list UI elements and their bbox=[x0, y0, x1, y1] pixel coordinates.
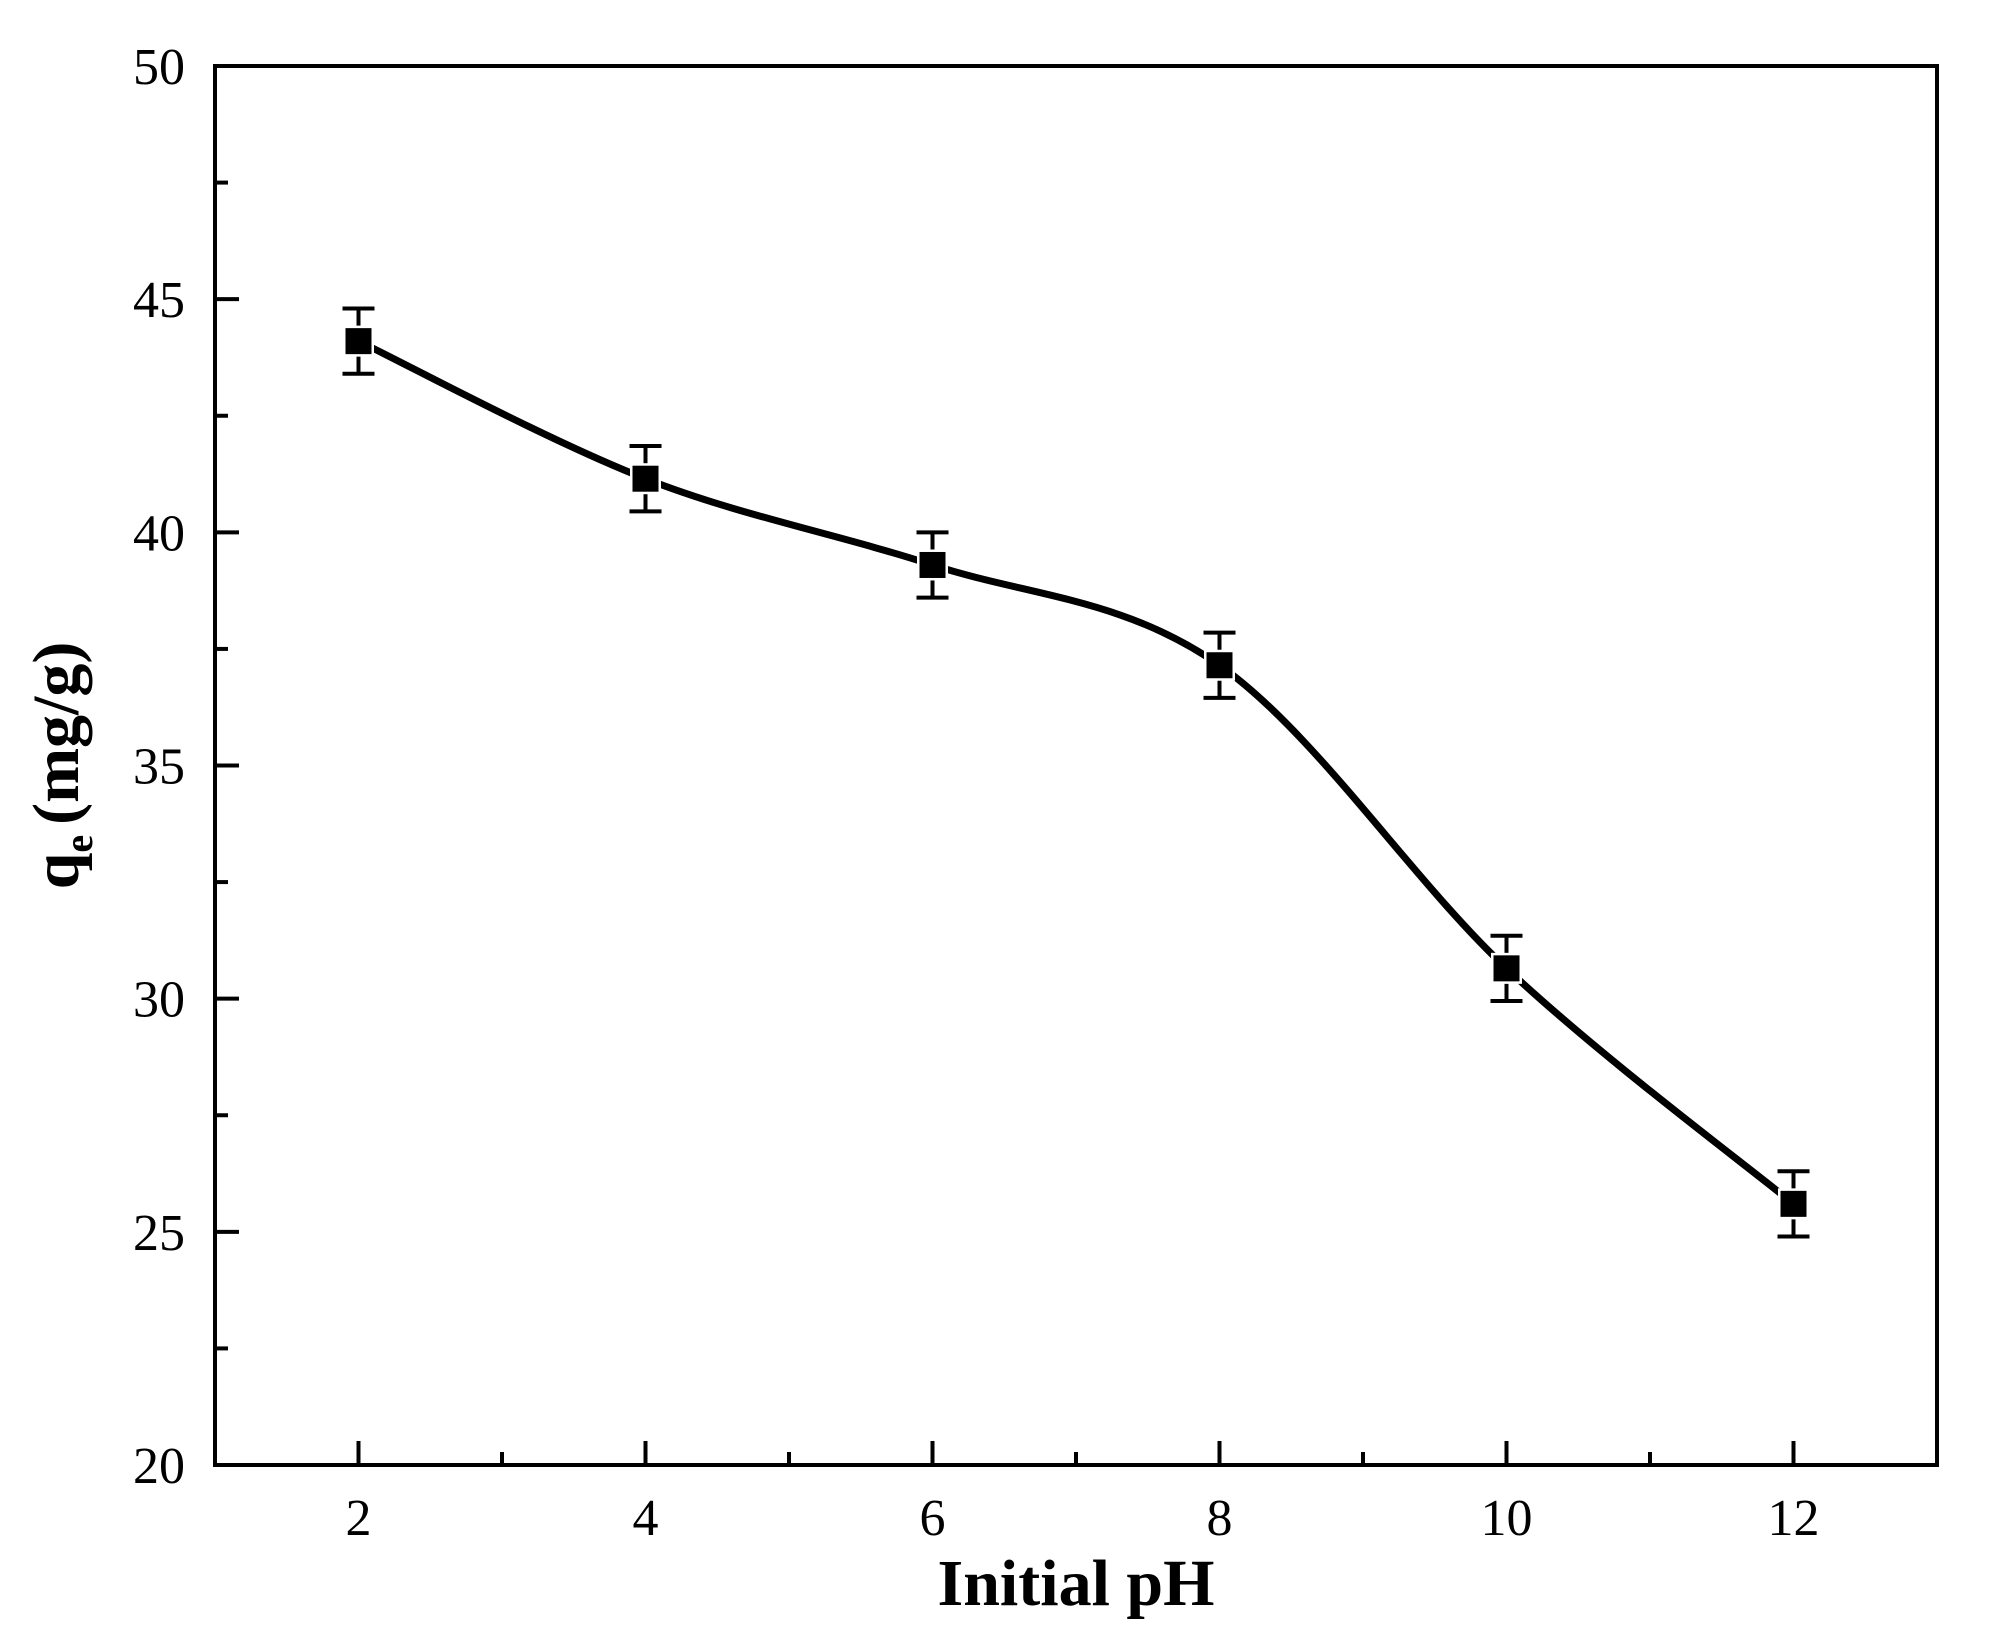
series-line bbox=[355, 337, 1797, 1208]
error-bars bbox=[342, 306, 1810, 1239]
plot-frame bbox=[213, 64, 1939, 1467]
y-tick-label: 35 bbox=[133, 739, 185, 796]
data-points bbox=[343, 325, 1809, 1220]
x-tick-label: 12 bbox=[1768, 1490, 1820, 1547]
x-tick-label: 2 bbox=[346, 1490, 372, 1547]
x-tick-label: 10 bbox=[1481, 1490, 1533, 1547]
tick-labels: 2 4 6 8 10 12 20 25 30 35 40 45 50 bbox=[133, 39, 1820, 1547]
y-tick-label: 45 bbox=[133, 272, 185, 329]
axis-ticks bbox=[215, 64, 1796, 1467]
y-axis-title-subscript: e bbox=[56, 835, 101, 853]
y-tick-label: 50 bbox=[133, 39, 185, 96]
x-axis-title: Initial pH bbox=[938, 1547, 1215, 1620]
data-point-marker bbox=[1778, 1188, 1809, 1220]
x-tick-label: 8 bbox=[1207, 1490, 1233, 1547]
x-tick-label: 4 bbox=[633, 1490, 659, 1547]
y-axis-title-unit: (mg/g) bbox=[20, 642, 93, 825]
data-point-marker bbox=[917, 549, 948, 581]
data-point-marker bbox=[1204, 649, 1235, 681]
x-tick-label: 6 bbox=[920, 1490, 946, 1547]
y-tick-label: 40 bbox=[133, 505, 185, 562]
y-axis-title-symbol: q bbox=[20, 852, 93, 889]
data-point-marker bbox=[1491, 952, 1522, 984]
y-tick-label: 30 bbox=[133, 972, 185, 1029]
y-axis-title: qe (mg/g) bbox=[20, 642, 101, 890]
data-point-marker bbox=[343, 325, 374, 357]
data-point-marker bbox=[630, 463, 661, 495]
series-line-group bbox=[355, 337, 1797, 1208]
y-tick-label: 20 bbox=[133, 1438, 185, 1495]
y-tick-label: 25 bbox=[133, 1205, 185, 1262]
